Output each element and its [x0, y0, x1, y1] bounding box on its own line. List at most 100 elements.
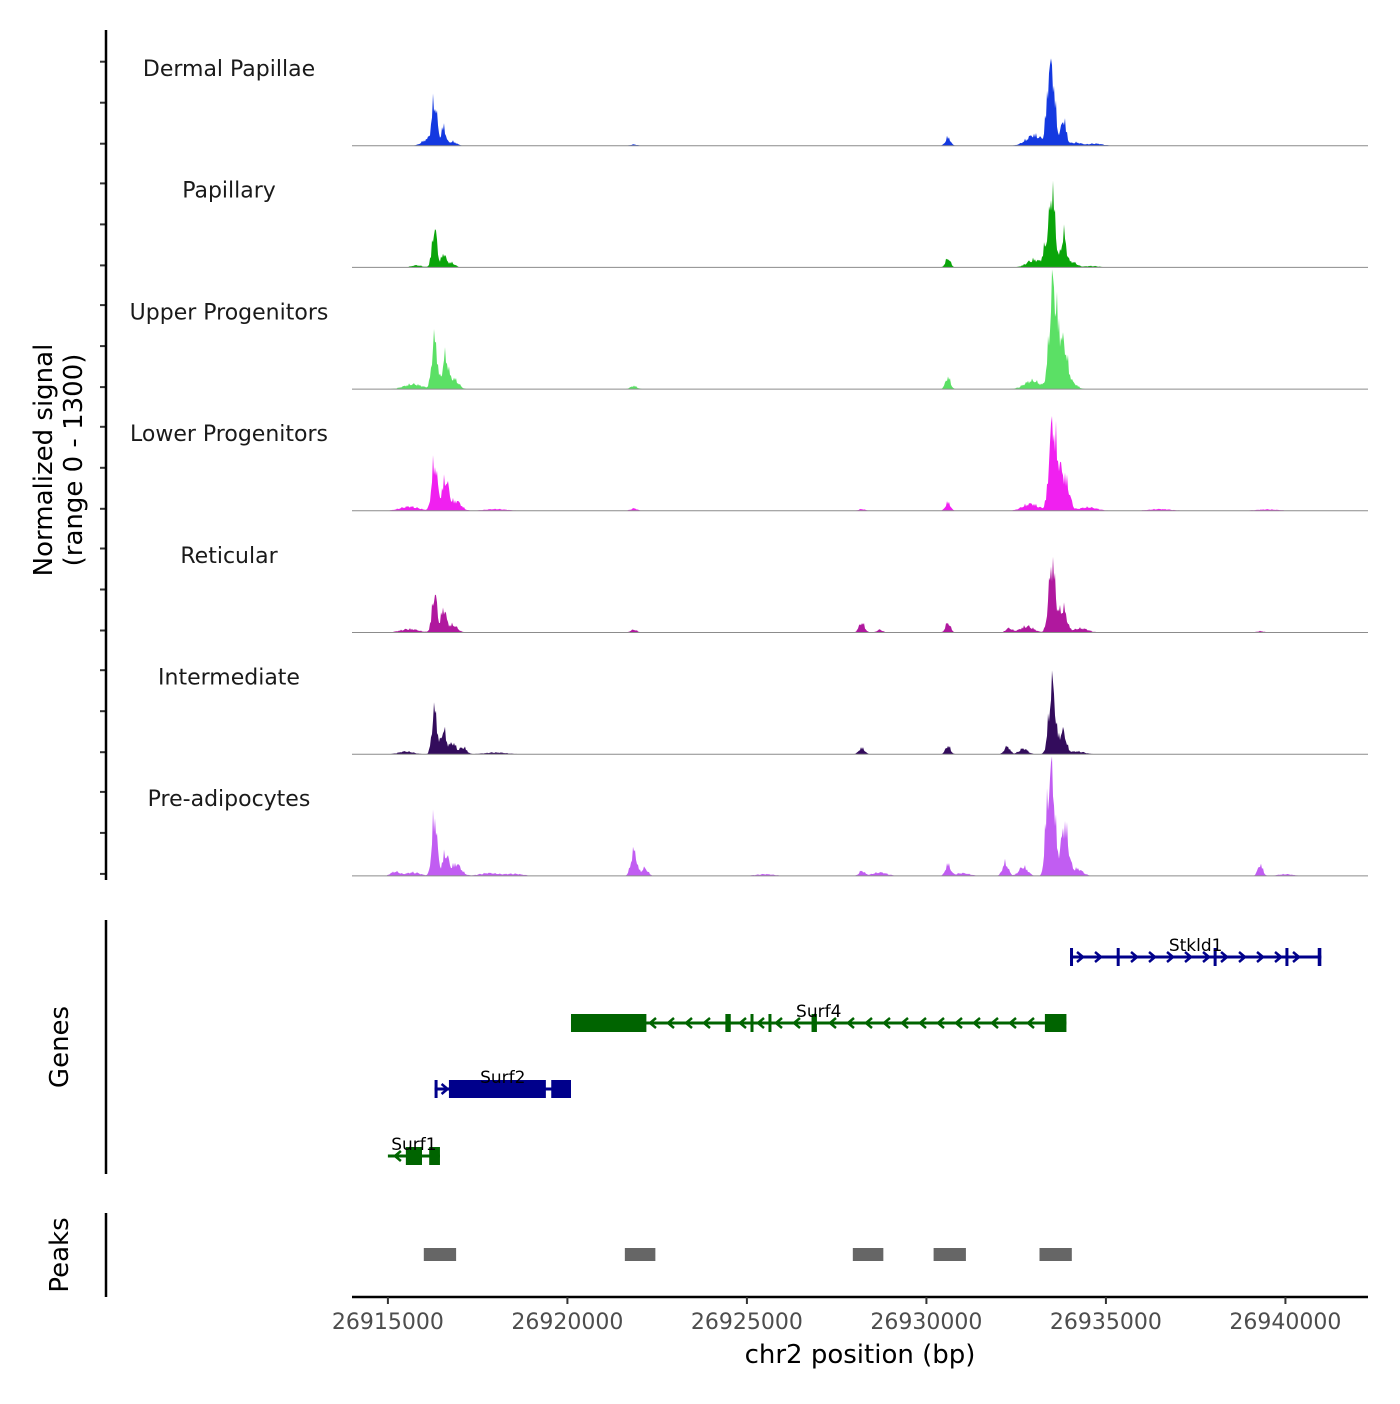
gene-exon [448, 1080, 546, 1098]
strand-chevron [1094, 951, 1103, 963]
gene-exon [1044, 1014, 1067, 1032]
peak-region [624, 1248, 656, 1261]
y-axis-title-line2: (range 0 - 1300) [59, 354, 89, 567]
gene-exon [1116, 948, 1120, 966]
track-label: Intermediate [158, 666, 300, 691]
gene-label: Surf4 [796, 1002, 841, 1022]
gene-exon [434, 1080, 438, 1098]
x-tick-label: 26935000 [1050, 1310, 1162, 1335]
strand-chevron [702, 1017, 711, 1029]
peak-region [852, 1248, 884, 1261]
peak-region [1039, 1248, 1072, 1261]
gene-label: Surf1 [391, 1135, 436, 1155]
x-tick-label: 26920000 [511, 1310, 623, 1335]
gene-label: Surf2 [480, 1068, 525, 1088]
strand-chevron [936, 1017, 945, 1029]
track-label: Papillary [182, 179, 276, 204]
strand-chevron [990, 1017, 999, 1029]
strand-chevron [440, 1083, 450, 1095]
strand-chevron [774, 1017, 783, 1029]
gene-exon [1213, 948, 1217, 966]
peaks-panel [423, 1248, 1072, 1261]
strand-chevron [1130, 951, 1139, 963]
peaks-panel-title: Peaks [45, 1217, 75, 1292]
gene-exon [429, 1147, 440, 1165]
strand-chevron [972, 1017, 981, 1029]
peak-region [933, 1248, 966, 1261]
strand-chevron [792, 1017, 801, 1029]
genes-panel: Stkld1 Surf4 Surf2 Surf1 [387, 936, 1322, 1165]
signal-area [387, 269, 1322, 390]
gene-model: Surf4 [570, 1002, 1067, 1032]
signal-area [387, 556, 1322, 633]
strand-chevron [684, 1017, 693, 1029]
gene-exon [405, 1147, 423, 1165]
x-axis-title: chr2 position (bp) [745, 1340, 976, 1370]
strand-chevron [1026, 1017, 1035, 1029]
strand-chevron [1076, 951, 1085, 963]
gene-exon [750, 1014, 754, 1032]
strand-chevron [1256, 951, 1265, 963]
signal-tracks-panel: Dermal Papillae Papillary Upper Progenitor… [130, 57, 1368, 877]
x-tick-label: 26925000 [691, 1310, 803, 1335]
strand-chevron [882, 1017, 891, 1029]
strand-chevron [828, 1017, 837, 1029]
gene-model: Surf1 [387, 1135, 440, 1165]
gene-exon [1317, 948, 1322, 966]
strand-chevron [864, 1017, 873, 1029]
signal-area [387, 416, 1322, 511]
x-tick-label: 26915000 [332, 1310, 444, 1335]
strand-chevron [1184, 951, 1193, 963]
strand-chevron [666, 1017, 675, 1029]
strand-chevron [1292, 951, 1301, 963]
signal-track: Pre-adipocytes [148, 756, 1368, 877]
signal-track: Lower Progenitors [130, 416, 1368, 512]
signal-area [387, 670, 1322, 755]
gene-exon [725, 1014, 731, 1032]
strand-chevron [846, 1017, 855, 1029]
gene-exon [1285, 948, 1289, 966]
signal-track: Dermal Papillae [143, 57, 1368, 147]
strand-chevron [1008, 1017, 1017, 1029]
gene-exon [768, 1014, 772, 1032]
strand-chevron [1166, 951, 1175, 963]
strand-chevron [1220, 951, 1229, 963]
strand-chevron [1274, 951, 1283, 963]
track-label: Upper Progenitors [130, 300, 329, 325]
strand-chevron [756, 1017, 765, 1029]
strand-chevron [918, 1017, 927, 1029]
signal-track: Papillary [182, 179, 1368, 268]
signal-track: Reticular [180, 544, 1368, 633]
signal-area [387, 180, 1322, 268]
signal-area [387, 756, 1322, 876]
gene-exon [1070, 948, 1074, 966]
gene-exon [570, 1014, 647, 1032]
gene-model: Surf2 [434, 1068, 571, 1098]
gene-label: Stkld1 [1169, 936, 1223, 956]
strand-chevron [1148, 951, 1157, 963]
strand-chevron [900, 1017, 909, 1029]
track-label: Dermal Papillae [143, 57, 315, 82]
gene-exon [811, 1014, 817, 1032]
gene-exon [551, 1080, 571, 1098]
peak-region [423, 1248, 457, 1261]
strand-chevron [1202, 951, 1211, 963]
x-tick-label: 26930000 [870, 1310, 982, 1335]
genes-panel-title: Genes [45, 1006, 75, 1088]
signal-track: Intermediate [158, 666, 1368, 755]
signal-area [387, 58, 1322, 146]
signal-track: Upper Progenitors [130, 269, 1368, 390]
x-tick-label: 26940000 [1229, 1310, 1341, 1335]
strand-chevron [1238, 951, 1247, 963]
strand-chevron [648, 1017, 657, 1029]
y-axis-title-line1: Normalized signal [29, 344, 59, 577]
axes-layer: 26915000 26920000 26925000 26930000 26935000… [100, 30, 1368, 1335]
track-label: Pre-adipocytes [148, 787, 311, 812]
track-label: Lower Progenitors [130, 422, 328, 447]
strand-chevron [738, 1017, 747, 1029]
strand-chevron [392, 1150, 402, 1162]
gene-model: Stkld1 [1070, 936, 1322, 966]
track-label: Reticular [180, 544, 278, 569]
